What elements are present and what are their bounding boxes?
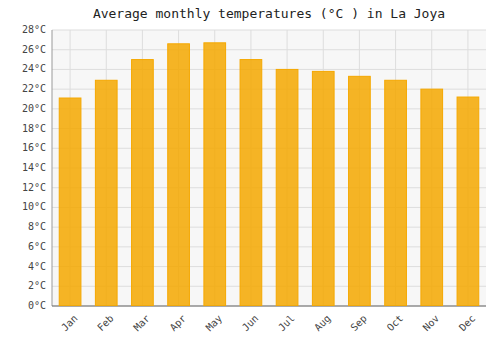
x-tick-label: Sep — [348, 313, 369, 334]
bar — [312, 71, 334, 306]
bar — [95, 80, 117, 306]
y-tick-label: 12°C — [22, 182, 46, 193]
bar — [168, 44, 190, 306]
y-tick-label: 10°C — [22, 201, 46, 212]
y-tick-label: 18°C — [22, 123, 46, 134]
chart-container: 0°C 2°C 4°C 6°C 8°C 10°C 12°C 14°C 16°C 18°C 20°C 2… — [0, 0, 500, 350]
bar — [349, 76, 371, 306]
plot-background — [52, 30, 486, 306]
x-tick-label: Jun — [240, 313, 261, 334]
x-tick-label: Jul — [276, 313, 297, 334]
y-tick-label: 22°C — [22, 83, 46, 94]
y-grid-line — [52, 49, 486, 50]
x-tick-label: Dec — [457, 313, 478, 334]
y-axis-line — [52, 30, 53, 306]
bar — [59, 98, 81, 306]
y-tick-label: 6°C — [28, 241, 46, 252]
bar — [132, 60, 154, 306]
title: Average monthly temperatures (°C ) in La… — [93, 6, 445, 21]
y-tick-label: 0°C — [28, 300, 46, 311]
y-grid-line — [52, 30, 486, 31]
y-tick-label: 20°C — [22, 103, 46, 114]
x-tick-label: Oct — [385, 313, 406, 334]
bars — [59, 43, 479, 306]
y-tick-label: 8°C — [28, 221, 46, 232]
bar — [421, 89, 443, 306]
y-tick-label: 24°C — [22, 63, 46, 74]
y-tick-label: 16°C — [22, 142, 46, 153]
axes: 0°C 2°C 4°C 6°C 8°C 10°C 12°C 14°C 16°C 18°C 20°C 2… — [22, 24, 486, 333]
x-tick-label: Apr — [168, 313, 189, 334]
y-grid-line — [52, 69, 486, 70]
x-tick-label: Nov — [421, 313, 442, 334]
x-tick-label: Mar — [131, 313, 152, 334]
y-tick-label: 26°C — [22, 44, 46, 55]
grid — [52, 30, 486, 306]
chart: 0°C 2°C 4°C 6°C 8°C 10°C 12°C 14°C 16°C 18°C 20°C 2… — [0, 0, 500, 350]
x-tick-label: May — [204, 313, 225, 334]
y-tick-label: 2°C — [28, 280, 46, 291]
bar — [240, 60, 262, 306]
x-tick-label: Aug — [312, 313, 333, 334]
x-tick-label: Jan — [59, 313, 80, 334]
bar — [204, 43, 226, 306]
bar — [276, 69, 298, 306]
bar — [457, 97, 479, 306]
y-tick-label: 14°C — [22, 162, 46, 173]
bar — [385, 80, 407, 306]
y-tick-label: 28°C — [22, 24, 46, 35]
x-tick-label: Feb — [95, 313, 116, 334]
y-tick-label: 4°C — [28, 261, 46, 272]
